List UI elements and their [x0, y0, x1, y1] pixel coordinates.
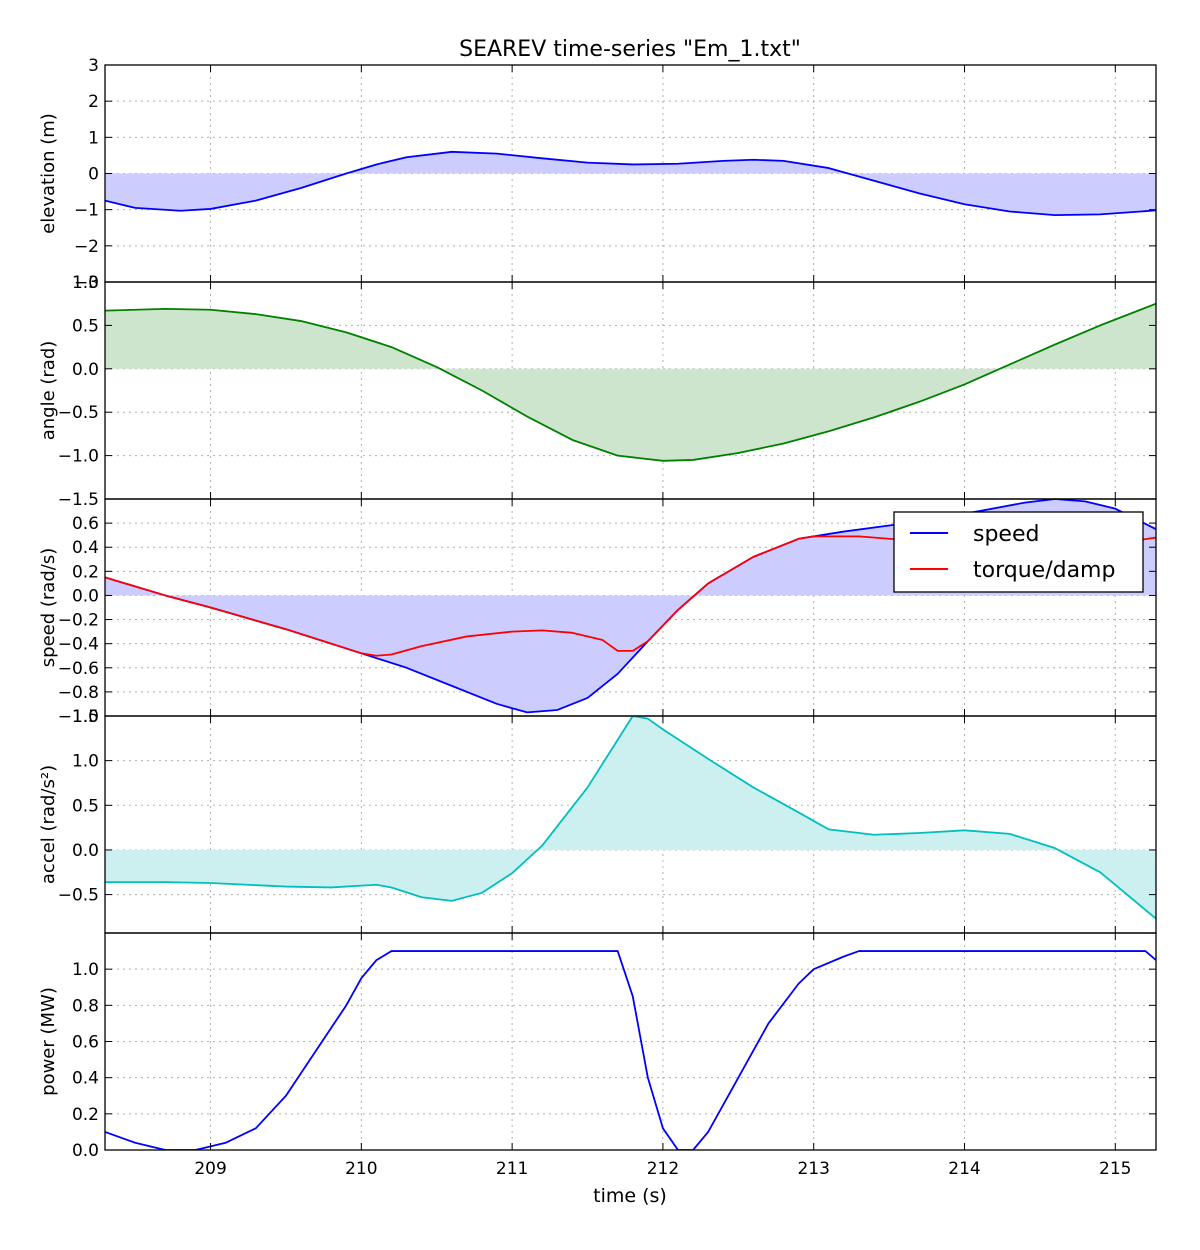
y-tick-label: 0.5: [72, 316, 99, 336]
plot-area-angle: [105, 302, 1156, 462]
y-axis-label-elevation: elevation (m): [38, 113, 59, 234]
y-tick-label: −0.6: [58, 659, 99, 679]
elevation-series-line: [105, 150, 1156, 216]
y-tick-label: 1.0: [72, 273, 99, 293]
y-tick-label: 0: [88, 165, 99, 185]
y-tick-label: −0.5: [58, 403, 99, 423]
panel-speed: −1.0 −0.8 −0.6 −0.4 −0.2 0.0 0.2 0.4 0.6 speed (r…: [38, 498, 1157, 727]
y-tick-label: 0.4: [72, 1069, 99, 1089]
power-series-line: [105, 950, 1156, 1150]
y-tick-label: 0.0: [72, 360, 99, 380]
elevation-area-fill: [105, 151, 1156, 216]
y-tick-label: 0.4: [72, 538, 99, 558]
speed-area-fill: [105, 499, 1156, 713]
plot-area-elevation: [105, 150, 1156, 216]
y-tick-label: 0.6: [72, 514, 99, 534]
y-tick-label: −0.4: [58, 635, 99, 655]
y-tick-label: 1.0: [72, 752, 99, 772]
x-tick-label: 213: [797, 1159, 829, 1179]
plot-area-power: [105, 950, 1156, 1150]
y-tick-label: −1.0: [58, 707, 99, 727]
y-tick-label: 0.0: [72, 841, 99, 861]
legend-box: [893, 511, 1144, 593]
y-axis-label-accel: accel (rad/s²): [38, 765, 59, 884]
accel-area-fill: [105, 716, 1156, 919]
x-tick-label: 212: [647, 1159, 679, 1179]
y-tick-label: 0.5: [72, 796, 99, 816]
x-tick-label: 214: [948, 1159, 980, 1179]
y-tick-label: 0.2: [72, 1105, 99, 1125]
angle-series-line: [105, 302, 1156, 462]
panel-accel: −0.5 0.0 0.5 1.0 1.5 accel (rad/s²): [38, 707, 1157, 934]
y-tick-label: 2: [88, 92, 99, 112]
y-tick-label: −0.5: [58, 886, 99, 906]
y-tick-label: 1.5: [72, 707, 99, 727]
y-tick-label: 0.0: [72, 1141, 99, 1161]
plot-area-accel: [105, 716, 1156, 920]
x-tick-label: 210: [345, 1159, 377, 1179]
x-tick-label: 211: [496, 1159, 528, 1179]
y-tick-label: 1.0: [72, 960, 99, 980]
y-tick-label: −3: [74, 273, 99, 293]
chart-title: SEAREV time-series "Em_1.txt": [459, 37, 801, 62]
accel-series-line: [105, 716, 1156, 920]
y-tick-label: −1: [74, 201, 99, 221]
x-tick-label: 209: [194, 1159, 226, 1179]
legend-label: torque/damp: [973, 558, 1115, 583]
y-axis-label-angle: angle (rad): [38, 341, 59, 441]
y-tick-label: 3: [88, 56, 99, 76]
panel-power: 0.0 0.2 0.4 0.6 0.8 1.0 power (MW): [38, 932, 1157, 1161]
y-tick-label: 1: [88, 128, 99, 148]
legend: speed torque/damp: [893, 511, 1144, 593]
y-tick-label: −0.2: [58, 611, 99, 631]
y-axis-label-power: power (MW): [38, 987, 59, 1096]
y-tick-label: −1.5: [58, 490, 99, 510]
y-tick-label: 0.0: [72, 586, 99, 606]
y-tick-label: 0.8: [72, 996, 99, 1016]
y-tick-label: −2: [74, 237, 99, 257]
y-axis-label-speed: speed (rad/s): [38, 548, 59, 667]
panel-elevation: −3 −2 −1 0 1 2 3 elevation (m): [38, 56, 1157, 293]
y-tick-label: 0.6: [72, 1033, 99, 1053]
x-tick-label: 215: [1099, 1159, 1131, 1179]
y-tick-label: 0.2: [72, 562, 99, 582]
y-tick-label: −1.0: [58, 447, 99, 467]
y-tick-label: −0.8: [58, 683, 99, 703]
legend-label: speed: [973, 522, 1039, 547]
angle-area-fill: [105, 303, 1156, 461]
x-axis-label: time (s): [593, 1185, 667, 1207]
panel-angle: −1.5 −1.0 −0.5 0.0 0.5 1.0 angle (rad): [38, 273, 1157, 510]
